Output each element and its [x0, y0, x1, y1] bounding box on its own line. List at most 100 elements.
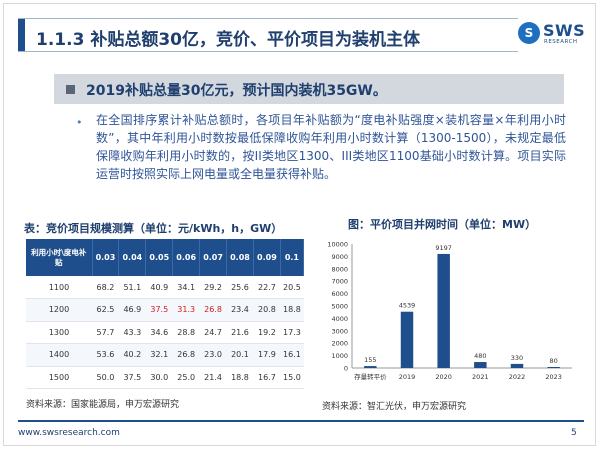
x-tick-label: 2020: [435, 373, 452, 381]
table-column-header: 0.07: [199, 239, 228, 276]
bidding-scale-table: 利用小时\度电补贴 0.03 0.04 0.05 0.06 0.07 0.08 0.09 0.…: [26, 239, 305, 389]
table-title: 表：竞价项目规模测算（单位：元/kWh，h，GW）: [24, 222, 283, 235]
table-cell: 40.2: [118, 343, 146, 367]
table-cell: 20.5: [280, 276, 304, 299]
bar: [437, 253, 450, 368]
footer-url: www.swsresearch.com: [18, 428, 120, 438]
table-cell: 53.6: [92, 343, 119, 367]
table-cell: 20.8: [253, 298, 281, 322]
chart-title: 图：平价项目并网时间（单位：MW）: [348, 218, 537, 231]
x-tick-label: 2021: [472, 373, 489, 381]
table-cell: 25.0: [172, 366, 200, 389]
table-row: 1500 50.0 37.5 30.0 25.0 21.4 18.8 16.7 15.0: [26, 366, 304, 389]
table-cell: 26.8: [199, 298, 227, 322]
table-corner-header: 利用小时\度电补贴: [26, 239, 93, 276]
table-header-row: 利用小时\度电补贴 0.03 0.04 0.05 0.06 0.07 0.08 0.09 0.…: [26, 239, 305, 276]
table-cell: 32.1: [145, 343, 173, 367]
y-tick-label: 7000: [331, 278, 348, 286]
table-row: 1400 53.6 40.2 32.1 26.8 23.0 20.1 17.9 16.1: [26, 343, 304, 367]
bar-value-label: 155: [364, 356, 376, 364]
bullet-paragraph: 在全国排序累计补贴总额时，各项目年补贴额为“度电补贴强度×装机容量×年利用小时数…: [96, 113, 566, 181]
table-column-header: 0.03: [92, 239, 120, 276]
bar: [547, 367, 560, 368]
bar: [400, 311, 414, 368]
table-cell: 30.0: [145, 366, 173, 389]
table-cell: 21.6: [226, 321, 254, 344]
table-row: 1100 68.2 51.1 40.9 34.1 29.2 25.6 22.7 20.5: [26, 276, 304, 299]
table-cell: 20.1: [226, 343, 254, 367]
table-cell: 19.2: [253, 321, 281, 344]
table-body: 1100 68.2 51.1 40.9 34.1 29.2 25.6 22.7 20.5 1200…: [26, 276, 304, 389]
table-cell: 28.8: [172, 321, 200, 344]
table-cell: 15.0: [280, 366, 304, 389]
table-column-header: 0.06: [172, 239, 201, 276]
logo-text: SWS: [543, 21, 586, 40]
bar: [364, 366, 377, 368]
slide: 1.1.3 补贴总额30亿，竞价、平价项目为装机主体 S SWS RESEARC…: [3, 3, 596, 446]
table-cell: 43.3: [118, 321, 146, 344]
logo-subtext: RESEARCH: [544, 39, 578, 45]
table-row: 1300 57.7 43.3 34.6 28.8 24.7 21.6 19.2 17.3: [26, 321, 304, 344]
y-tick-label: 9000: [331, 253, 348, 261]
y-tick-label: 5000: [331, 303, 348, 311]
bar: [474, 362, 487, 368]
y-tick-label: 6000: [331, 290, 348, 298]
x-tick-label: 2023: [545, 373, 562, 381]
sws-logo: S SWS RESEARCH: [518, 20, 586, 50]
y-tick-label: 4000: [331, 315, 348, 323]
x-tick-label: 2022: [509, 373, 526, 381]
title-accent-bar: [18, 19, 25, 51]
table-cell: 68.2: [92, 276, 119, 299]
key-point-text: 2019补贴总量30亿元，预计国内装机35GW。: [86, 83, 387, 99]
table-cell: 16.1: [280, 343, 304, 367]
row-hours-cell: 1400: [26, 343, 92, 367]
table-column-header: 0.08: [226, 239, 254, 276]
bar-value-label: 9197: [435, 244, 452, 252]
chart-source: 资料来源：智汇光伏，申万宏源研究: [322, 402, 467, 412]
bar-value-label: 330: [511, 354, 523, 362]
table-cell: 17.3: [280, 321, 304, 344]
table-cell: 57.7: [92, 321, 119, 344]
bullet-dot-icon: •: [76, 116, 83, 129]
table-cell: 24.7: [199, 321, 227, 344]
table-cell: 37.5: [118, 366, 146, 389]
table-cell: 62.5: [92, 298, 119, 322]
row-hours-cell: 1100: [26, 276, 92, 299]
y-tick-label: 10000: [327, 241, 348, 249]
table-cell: 40.9: [145, 276, 173, 299]
table-column-header: 0.05: [145, 239, 174, 276]
table-cell: 31.3: [172, 298, 200, 322]
y-tick-label: 2000: [331, 340, 348, 348]
table-cell: 22.7: [253, 276, 281, 299]
table-cell: 23.0: [199, 343, 227, 367]
table-cell: 18.8: [280, 298, 304, 322]
x-tick-label: 2019: [399, 373, 416, 381]
bar-value-label: 80: [550, 357, 558, 365]
row-hours-cell: 1200: [26, 298, 92, 322]
table-cell: 23.4: [226, 298, 254, 322]
table-cell: 37.5: [145, 298, 173, 322]
table-cell: 26.8: [172, 343, 200, 367]
table-cell: 17.9: [253, 343, 281, 367]
key-point-band: 2019补贴总量30亿元，预计国内装机35GW。: [54, 74, 564, 104]
table-cell: 34.6: [145, 321, 173, 344]
bar-value-label: 4539: [399, 302, 416, 310]
page-number: 5: [571, 428, 577, 438]
row-hours-cell: 1300: [26, 321, 92, 344]
table-cell: 34.1: [172, 276, 200, 299]
table-cell: 25.6: [226, 276, 254, 299]
row-hours-cell: 1500: [26, 366, 92, 389]
y-tick-label: 3000: [331, 327, 348, 335]
bar-value-label: 480: [474, 352, 486, 360]
table-cell: 16.7: [253, 366, 281, 389]
table-cell: 29.2: [199, 276, 227, 299]
table-cell: 51.1: [118, 276, 146, 299]
table-column-header: 0.09: [253, 239, 281, 276]
title-bar: 1.1.3 补贴总额30亿，竞价、平价项目为装机主体: [18, 18, 518, 52]
logo-badge-icon: S: [518, 22, 540, 44]
y-tick-label: 0: [344, 365, 348, 373]
bar: [510, 363, 524, 368]
table-cell: 18.8: [226, 366, 254, 389]
footer-divider: [18, 420, 584, 422]
y-tick-label: 1000: [331, 352, 348, 360]
